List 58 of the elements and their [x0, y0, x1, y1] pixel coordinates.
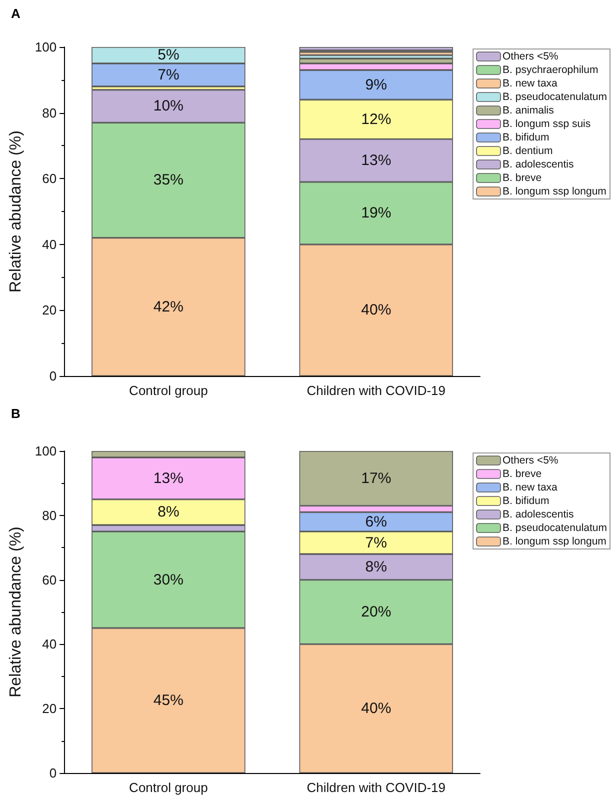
y-axis-title: Relative abundance (%): [8, 526, 24, 698]
y-axis-title: Relative abudance (%): [8, 130, 24, 292]
y-tick-label: 20: [42, 302, 57, 318]
data-label: 9%: [365, 76, 387, 94]
data-label: 13%: [153, 470, 184, 487]
legend-label: B. longum ssp suis: [502, 118, 591, 130]
legend-label: Others <5%: [502, 50, 558, 62]
legend-label: B. breve: [502, 468, 542, 480]
legend-label: B. adolescentis: [502, 158, 574, 170]
chart-title: A: [11, 6, 21, 21]
data-label: 19%: [361, 204, 392, 222]
legend-label: B. adolescentis: [502, 508, 574, 520]
data-label: 5%: [158, 46, 180, 64]
data-label: 12%: [361, 110, 392, 128]
legend-label: B. pseudocatenulatum: [502, 91, 608, 103]
x-tick-label: Children with COVID-19: [306, 383, 446, 398]
y-tick-label: 20: [42, 701, 57, 716]
data-label: 40%: [361, 302, 392, 319]
y-tick-label: 60: [42, 171, 57, 186]
y-tick-label: 40: [42, 236, 57, 252]
data-label: 20%: [361, 604, 392, 620]
x-tick-label: Control group: [129, 780, 208, 795]
data-label: 35%: [153, 172, 184, 189]
data-label: 8%: [365, 558, 387, 576]
legend-label: B. dentium: [502, 145, 553, 157]
legend-label: B. bifidum: [502, 495, 550, 507]
chart-title: B: [11, 406, 20, 421]
data-label: 40%: [361, 700, 392, 718]
legend-label: B. bifidum: [502, 132, 550, 144]
data-label: 17%: [361, 470, 392, 487]
data-label: 6%: [365, 513, 387, 530]
legend-label: Others <5%: [502, 454, 558, 466]
data-label: 30%: [153, 571, 184, 588]
data-label: 42%: [153, 298, 184, 316]
y-tick-label: 40: [42, 636, 57, 652]
y-tick-label: 0: [49, 766, 57, 780]
x-tick-label: Children with COVID-19: [306, 780, 446, 795]
y-tick-label: 0: [49, 368, 57, 384]
legend-label: B. new taxa: [502, 78, 558, 90]
y-tick-label: 100: [34, 40, 57, 54]
legend-label: B. longum ssp longum: [502, 536, 607, 548]
legend-label: B. animalis: [502, 104, 554, 116]
legend-label: B. psychraerophilum: [502, 64, 598, 76]
y-tick-label: 60: [42, 572, 57, 588]
y-tick-label: 80: [42, 105, 57, 120]
data-label: 8%: [158, 504, 180, 521]
data-label: 7%: [158, 66, 180, 84]
legend-label: B. breve: [502, 172, 542, 184]
legend-label: B. longum ssp longum: [502, 186, 607, 198]
legend-label: B. pseudocatenulatum: [502, 522, 608, 534]
data-label: 13%: [361, 152, 392, 170]
data-label: 10%: [153, 98, 184, 115]
legend-label: B. new taxa: [502, 482, 558, 494]
data-label: 7%: [365, 534, 387, 552]
y-tick-label: 100: [34, 444, 57, 458]
x-tick-label: Control group: [129, 383, 208, 398]
y-tick-label: 80: [42, 508, 57, 523]
data-label: 45%: [153, 692, 184, 710]
